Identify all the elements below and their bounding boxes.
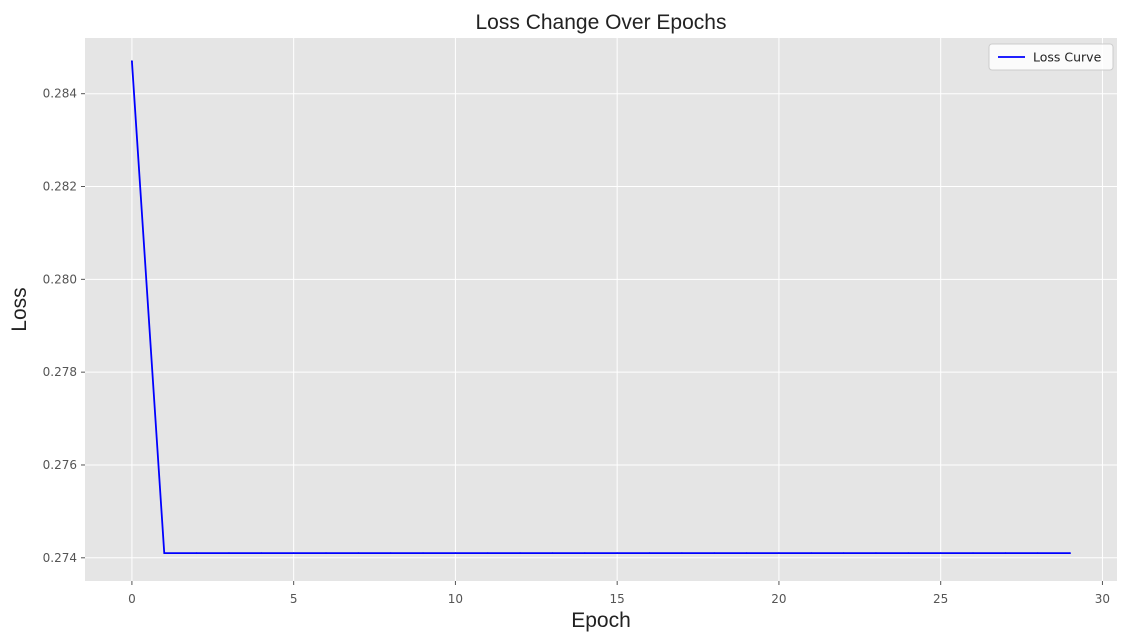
x-axis-label: Epoch <box>571 609 631 632</box>
data-point <box>389 552 392 555</box>
x-gridlines <box>131 38 1103 581</box>
data-point <box>648 552 651 555</box>
data-point <box>131 60 133 63</box>
data-point <box>907 552 910 555</box>
plot-area <box>85 38 1117 581</box>
data-point <box>875 552 877 555</box>
data-point <box>1004 552 1007 555</box>
x-tick-label: 0 <box>128 592 136 606</box>
data-point <box>778 552 780 555</box>
y-axis-ticks: 0.274 0.276 0.278 0.280 0.282 0.284 <box>43 87 85 565</box>
legend: Loss Curve <box>988 43 1114 71</box>
x-tick-label: 25 <box>933 592 948 606</box>
y-tick-label: 0.284 <box>43 87 77 101</box>
data-point <box>1036 552 1039 555</box>
y-tick-label: 0.282 <box>43 180 77 194</box>
data-point <box>228 552 230 555</box>
data-point <box>939 552 942 555</box>
data-point <box>195 552 198 555</box>
y-tick-label: 0.276 <box>43 458 77 472</box>
x-axis-ticks: 0 5 10 15 20 25 30 <box>128 581 1110 606</box>
y-tick-label: 0.280 <box>43 272 77 286</box>
y-tick-label: 0.278 <box>43 365 77 379</box>
y-tick-label: 0.274 <box>43 551 77 565</box>
data-point <box>422 552 424 555</box>
data-point <box>454 552 457 555</box>
chart-title: Loss Change Over Epochs <box>476 11 727 34</box>
data-point <box>680 552 683 555</box>
series-layer <box>131 60 1071 555</box>
data-point <box>292 552 295 555</box>
data-point <box>486 552 489 555</box>
data-point <box>357 552 360 555</box>
data-point <box>519 552 522 555</box>
legend-box <box>988 43 1114 71</box>
x-tick-label: 30 <box>1095 592 1110 606</box>
y-gridlines <box>85 93 1117 559</box>
x-tick-label: 5 <box>290 592 298 606</box>
data-point <box>810 552 813 555</box>
data-point <box>842 552 845 555</box>
data-point <box>583 552 586 555</box>
x-tick-label: 15 <box>610 592 625 606</box>
y-axis-label: Loss <box>8 287 31 331</box>
data-point <box>325 552 327 555</box>
data-point <box>260 552 263 555</box>
data-point <box>616 552 619 555</box>
data-point <box>972 552 974 555</box>
data-point <box>713 552 716 555</box>
x-tick-label: 20 <box>771 592 786 606</box>
data-point <box>163 552 166 555</box>
data-point <box>1069 552 1071 555</box>
legend-entry-label: Loss Curve <box>1033 50 1102 65</box>
data-point <box>745 552 748 555</box>
x-tick-label: 10 <box>448 592 463 606</box>
data-point <box>551 552 554 555</box>
series-line <box>131 61 1071 555</box>
